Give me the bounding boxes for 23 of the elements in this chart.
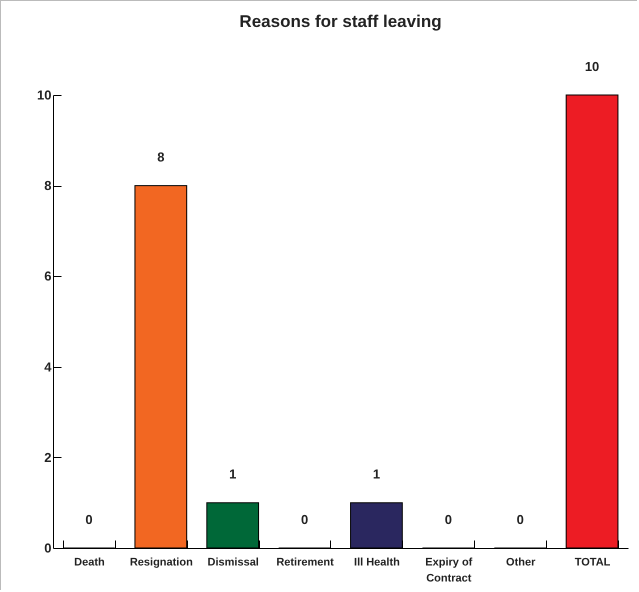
data-label: 1 [229, 466, 236, 482]
data-label: 10 [584, 59, 600, 74]
x-tick-label: TOTAL [574, 556, 611, 568]
y-tick-label: 4 [44, 359, 52, 374]
y-tick-label: 2 [44, 450, 52, 465]
data-label: 0 [444, 512, 452, 527]
x-tick-label: Ill Health [354, 556, 400, 568]
data-label: 8 [157, 150, 164, 165]
x-tick-label: Retirement [276, 556, 334, 568]
x-tick-label: Other [506, 556, 536, 568]
y-tick-label: 0 [44, 540, 52, 556]
y-tick-label: 6 [44, 268, 52, 284]
x-tick-label: Dismissal [208, 556, 259, 568]
data-label: 1 [372, 466, 380, 482]
chart-title: Reasons for staff leaving [239, 12, 442, 31]
x-tick-label: Resignation [130, 556, 194, 568]
x-tick-label: Death [74, 556, 105, 568]
x-tick-label: Expiry of Contract [425, 556, 473, 584]
data-label: 0 [85, 512, 93, 527]
data-label: 0 [516, 512, 524, 527]
y-tick-label: 10 [37, 88, 52, 102]
y-tick-label: 8 [44, 178, 52, 194]
data-label: 0 [300, 512, 308, 527]
